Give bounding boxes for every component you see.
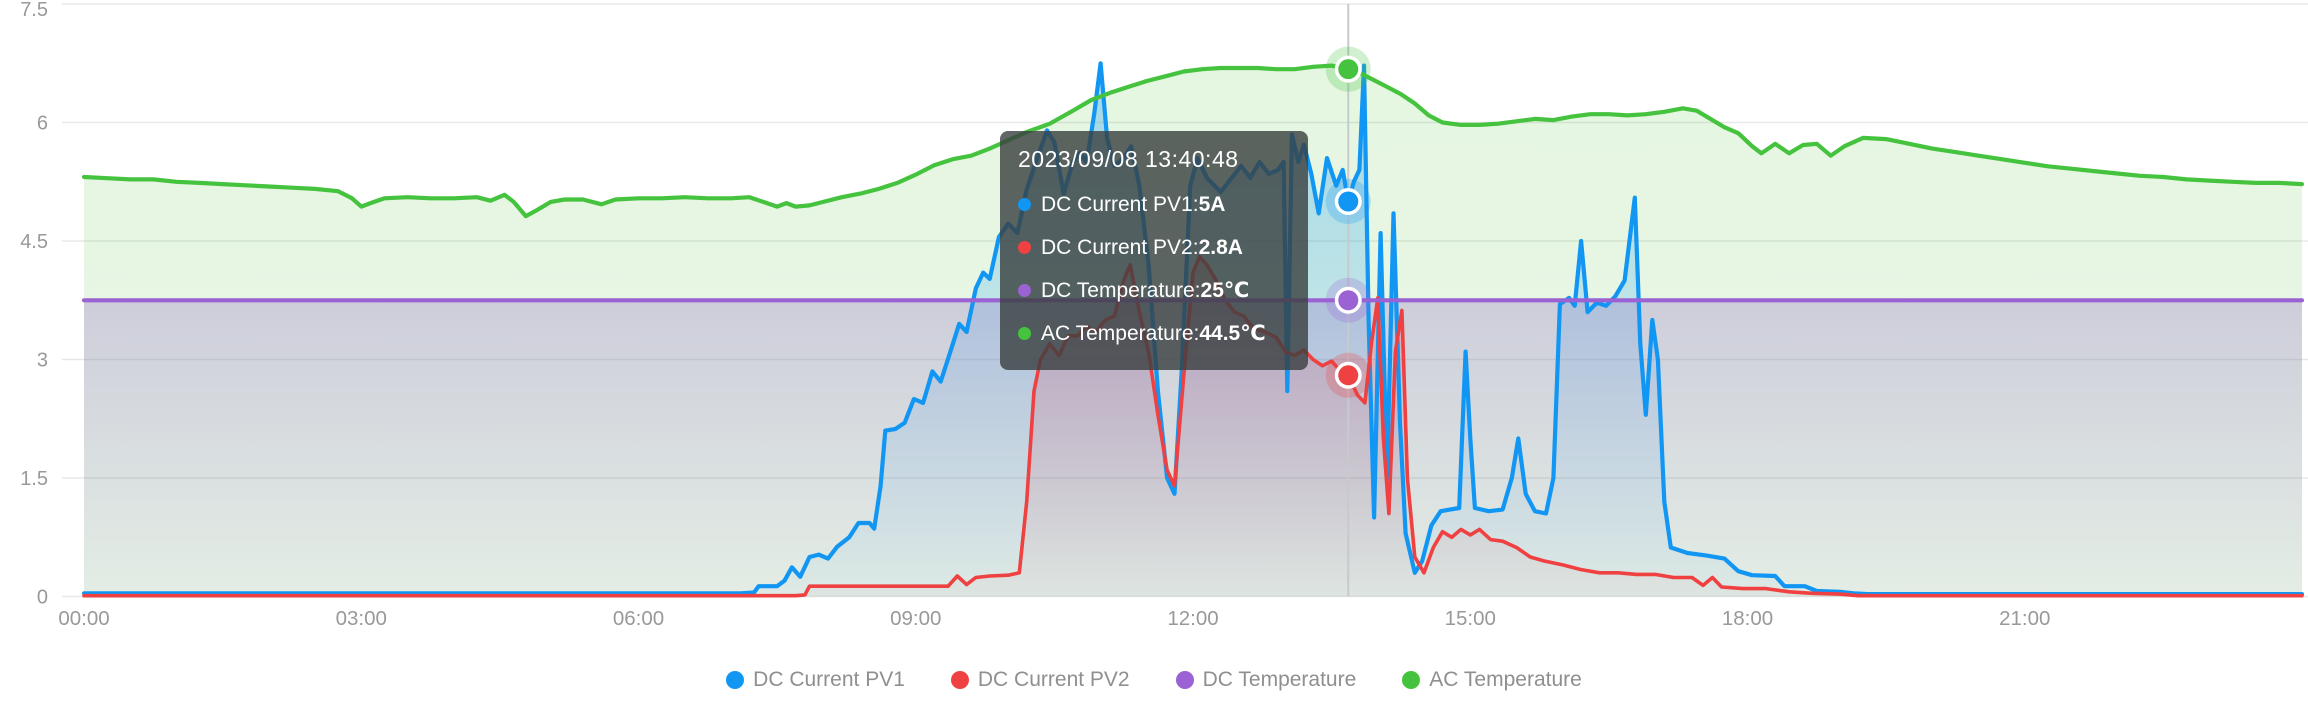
x-axis-label: 00:00 (58, 607, 109, 630)
line-ac-temperature (81, 63, 2305, 219)
y-axis-label: 1.5 (20, 468, 48, 490)
legend-color-dot-icon (726, 671, 745, 689)
legend-item-dc-current-pv2[interactable]: DC Current PV2 (950, 668, 1130, 692)
legend-label: DC Current PV1 (753, 668, 905, 691)
chart-legend: DC Current PV1 DC Current PV2 DC Temperatu… (0, 662, 2308, 698)
legend-item-dc-temperature[interactable]: DC Temperature (1175, 668, 1357, 692)
legend-color-dot-icon (1175, 671, 1194, 689)
marker-dot-dc-current-pv1 (1325, 179, 1371, 224)
x-axis-label: 12:00 (1167, 607, 1218, 630)
x-axis-label: 03:00 (336, 607, 387, 630)
y-axis-label: 0 (37, 587, 48, 609)
y-axis-label: 6 (37, 113, 48, 135)
legend-label: AC Temperature (1429, 668, 1582, 691)
legend-color-dot-icon (950, 671, 969, 689)
x-axis-label: 15:00 (1445, 607, 1496, 630)
legend-item-dc-current-pv1[interactable]: DC Current PV1 (726, 668, 905, 692)
area-dc-temperature (84, 300, 2302, 597)
legend-label: DC Temperature (1202, 668, 1357, 691)
x-axis-label: 18:00 (1722, 607, 1773, 630)
marker-dot-dc-temperature (1325, 277, 1371, 323)
x-axis-label: 09:00 (890, 607, 941, 630)
y-axis-label: 7.5 (20, 0, 48, 21)
legend-label: DC Current PV2 (977, 668, 1130, 691)
legend-item-ac-temperature[interactable]: AC Temperature (1402, 668, 1582, 692)
marker-dot-dc-current-pv2 (1325, 352, 1371, 398)
x-axis-labels: 00:00 03:00 06:00 09:00 12:00 15:00 18:00 21:00 (58, 607, 2050, 630)
crosshair-markers (1325, 46, 1371, 398)
series-areas (84, 63, 2302, 597)
legend-color-dot-icon (1402, 671, 1421, 689)
y-axis-label: 3 (37, 350, 48, 372)
x-axis-label: 21:00 (1999, 607, 2050, 630)
y-axis-label: 4.5 (20, 231, 48, 253)
marker-dot-ac-temperature (1325, 46, 1371, 92)
x-axis-label: 06:00 (613, 607, 664, 630)
